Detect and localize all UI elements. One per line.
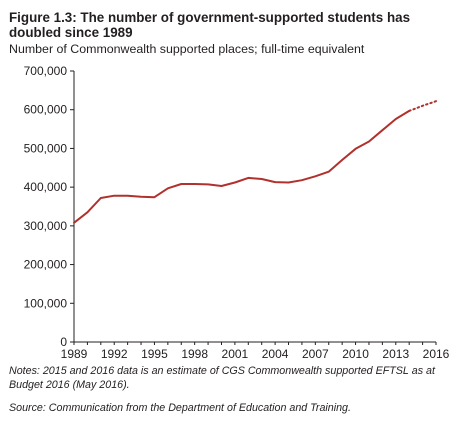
notes-text: Notes: 2015 and 2016 data is an estimate… — [9, 365, 376, 377]
x-tick-label: 1998 — [181, 347, 208, 361]
notes-abbreviation: EFTSL — [375, 365, 409, 377]
x-tick-label: 2001 — [222, 347, 249, 361]
y-tick-label: 400,000 — [24, 180, 68, 194]
y-tick-label: 300,000 — [24, 219, 68, 233]
y-tick-label: 100,000 — [24, 296, 68, 310]
y-tick-label: 700,000 — [24, 64, 68, 78]
chart-title: Figure 1.3: The number of government-sup… — [9, 10, 411, 40]
x-tick-label: 1992 — [101, 347, 128, 361]
y-tick-label: 500,000 — [24, 141, 68, 155]
y-tick-label: 600,000 — [24, 103, 68, 117]
chart-source: Source: Communication from the Departmen… — [9, 402, 351, 414]
x-tick-label: 2010 — [342, 347, 369, 361]
series-line — [73, 109, 411, 224]
estimate-series-line — [408, 100, 437, 112]
x-tick-label: 2016 — [423, 347, 450, 361]
notes-text-end: as at Budget 2016 (May 2016). — [9, 365, 435, 391]
x-tick-label: 2007 — [302, 347, 329, 361]
x-tick-label: 1995 — [141, 347, 168, 361]
y-tick-label: 0 — [60, 335, 67, 349]
x-tick-label: 1989 — [61, 347, 88, 361]
y-tick-label: 200,000 — [24, 258, 68, 272]
x-tick-label: 2004 — [262, 347, 289, 361]
chart-subtitle: Number of Commonwealth supported places;… — [9, 42, 365, 56]
chart-notes: Notes: 2015 and 2016 data is an estimate… — [9, 365, 461, 392]
x-tick-label: 2013 — [382, 347, 409, 361]
